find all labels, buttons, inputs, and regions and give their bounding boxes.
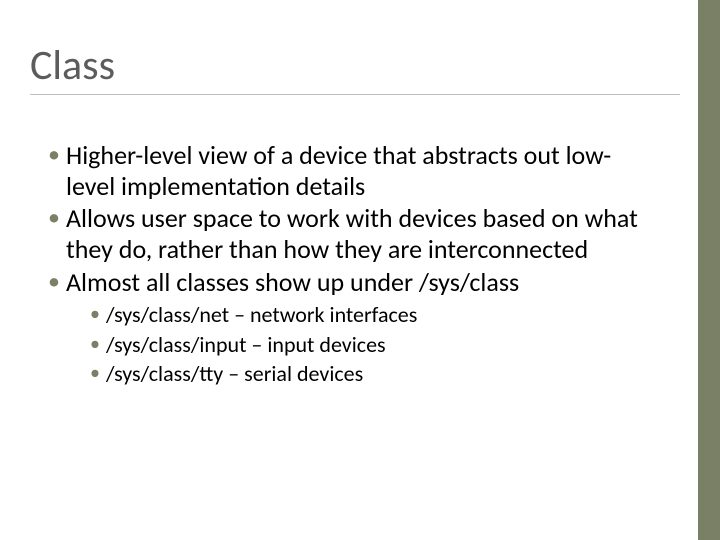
list-item: /sys/class/tty – serial devices bbox=[90, 360, 648, 388]
bullet-text: Almost all classes show up under /sys/cl… bbox=[66, 266, 519, 298]
list-item: Allows user space to work with devices b… bbox=[48, 203, 648, 264]
bullet-list: Higher-level view of a device that abstr… bbox=[48, 140, 648, 388]
slide-title: Class bbox=[30, 44, 680, 88]
bullet-text: Allows user space to work with devices b… bbox=[66, 202, 638, 265]
bullet-text: /sys/class/net – network interfaces bbox=[106, 301, 417, 328]
sub-bullet-list: /sys/class/net – network interfaces /sys… bbox=[66, 301, 648, 388]
list-item: /sys/class/input – input devices bbox=[90, 331, 648, 359]
bullet-text: Higher-level view of a device that abstr… bbox=[66, 139, 611, 202]
title-container: Class bbox=[30, 44, 680, 95]
slide-body: Higher-level view of a device that abstr… bbox=[48, 140, 648, 390]
list-item: Higher-level view of a device that abstr… bbox=[48, 140, 648, 201]
bullet-text: /sys/class/input – input devices bbox=[106, 331, 386, 358]
list-item: Almost all classes show up under /sys/cl… bbox=[48, 267, 648, 388]
accent-sidebar bbox=[698, 0, 720, 540]
bullet-text: /sys/class/tty – serial devices bbox=[106, 360, 363, 387]
list-item: /sys/class/net – network interfaces bbox=[90, 301, 648, 329]
